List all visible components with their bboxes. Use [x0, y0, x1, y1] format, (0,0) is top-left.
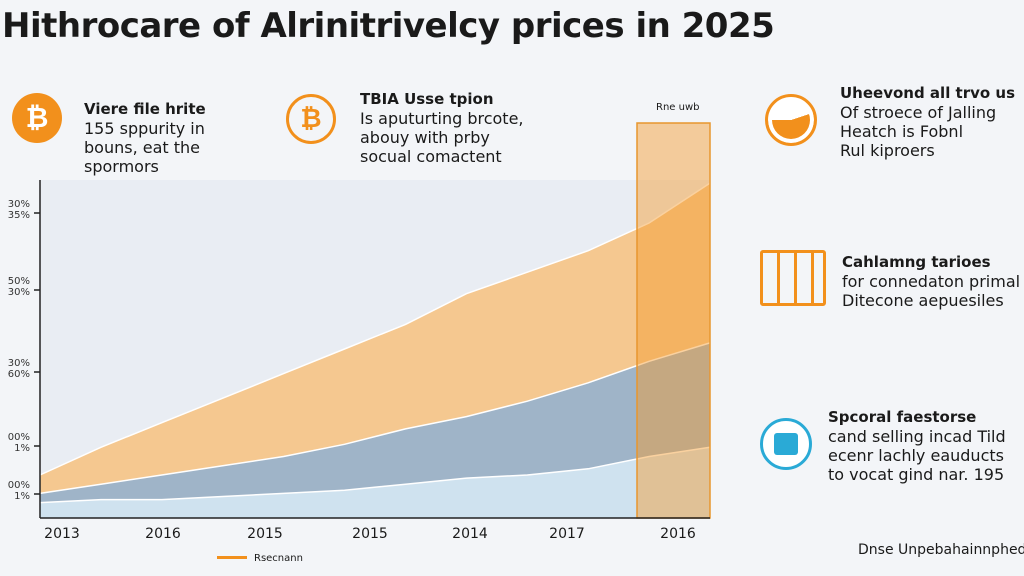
- x-tick-label: 2014: [452, 526, 488, 542]
- series-line-0: [39, 182, 711, 476]
- y-tick-text: 50%: [7, 276, 30, 287]
- note-line: ecenr lachly eauducts: [828, 446, 1004, 465]
- note-heading: Spcoral faestorse: [828, 408, 977, 426]
- y-tick-text: 00%: [7, 432, 30, 443]
- note-line: Of stroece of Jalling: [840, 103, 997, 122]
- series-line-1: [39, 342, 711, 495]
- x-tick-label: 2017: [549, 526, 585, 542]
- legend-swatch: [217, 556, 247, 559]
- y-tick-text: 1%: [14, 491, 30, 502]
- x-tick-label: 2015: [247, 526, 283, 542]
- grid-icon: [760, 250, 826, 306]
- series-line-2: [39, 446, 711, 504]
- note-line: cand selling incad Tild: [828, 427, 1006, 446]
- y-tick-text: 1%: [14, 443, 30, 454]
- note-2: TBIA Usse tpion Is aputurting brcote, ab…: [360, 90, 524, 166]
- note-line: 155 sppurity in: [84, 119, 205, 138]
- y-tick-text: 35%: [7, 210, 30, 221]
- y-tick-label: 00% 1%: [0, 432, 30, 454]
- note-heading: Uheevond all trvo us: [840, 84, 1016, 102]
- note-heading: Cahlamng tarioes: [842, 253, 991, 271]
- note-4: Cahlamng tarioes for connedaton primal D…: [842, 253, 1020, 310]
- note-line: for connedaton primal: [842, 272, 1021, 291]
- y-tick-text: 30%: [7, 358, 30, 369]
- note-line: to vocat gind nar. 195: [828, 465, 1005, 484]
- y-tick-text: 00%: [7, 480, 30, 491]
- highlight-label: Rne uwb: [656, 102, 700, 113]
- note-5: Spcoral faestorse cand selling incad Til…: [828, 408, 1006, 484]
- note-line: Rul kiproers: [840, 141, 935, 160]
- x-tick-label: 2013: [44, 526, 80, 542]
- footer-text: Dnse Unpebahainnphed: [858, 542, 1024, 558]
- note-1: Viere file hrite 155 sppurity in bouns, …: [84, 100, 206, 176]
- note-line: Ditecone aepuesiles: [842, 291, 1004, 310]
- note-line: abouy with prby: [360, 128, 490, 147]
- x-tick-label: 2015: [352, 526, 388, 542]
- bitcoin-icon: ₿: [12, 93, 62, 143]
- page-title: Hithrocare of Alrinitrivelcy prices in 2…: [2, 6, 775, 46]
- y-tick-text: 30%: [7, 287, 30, 298]
- note-line: socual comactent: [360, 147, 502, 166]
- x-tick-label: 2016: [145, 526, 181, 542]
- y-tick-label: 00% 1%: [0, 480, 30, 502]
- note-line: bouns, eat the: [84, 138, 200, 157]
- legend-label: Rsecnann: [254, 553, 303, 564]
- y-tick-label: 30% 35%: [0, 199, 30, 221]
- note-3: Uheevond all trvo us Of stroece of Jalli…: [840, 84, 1015, 160]
- series-area-2: [40, 447, 710, 518]
- x-tick-label: 2016: [660, 526, 696, 542]
- note-heading: Viere file hrite: [84, 100, 206, 118]
- note-heading: TBIA Usse tpion: [360, 90, 494, 108]
- highlight-band: [636, 122, 711, 519]
- y-tick-text: 60%: [7, 369, 30, 380]
- pie-chart-icon: [765, 94, 817, 146]
- note-line: Is aputurting brcote,: [360, 109, 524, 128]
- note-line: Heatch is Fobnl: [840, 122, 964, 141]
- y-tick-label: 50% 30%: [0, 276, 30, 298]
- bitcoin-icon: ₿: [286, 94, 336, 144]
- y-tick-label: 30% 60%: [0, 358, 30, 380]
- note-line: spormors: [84, 157, 159, 176]
- y-tick-text: 30%: [7, 199, 30, 210]
- briefcase-icon: [760, 418, 812, 470]
